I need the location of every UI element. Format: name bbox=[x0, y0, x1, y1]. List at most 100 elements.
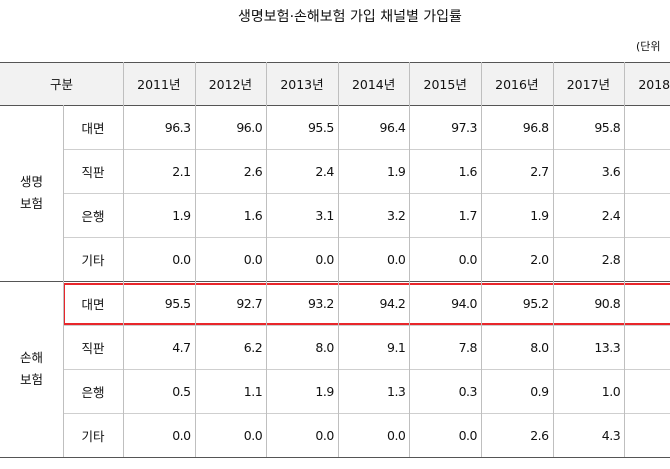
row-label: 직판 bbox=[81, 164, 105, 180]
cell-value: 2.8 bbox=[601, 251, 621, 267]
cell-value: 1.9 bbox=[530, 207, 549, 223]
cell-value: 97.3 bbox=[451, 119, 477, 135]
cell-value: 3.2 bbox=[387, 207, 406, 223]
row-label: 대면 bbox=[81, 296, 105, 312]
cell-value: 9.1 bbox=[387, 339, 406, 355]
rule bbox=[552, 62, 554, 457]
header-cell: 2011년 bbox=[123, 62, 195, 105]
rule bbox=[409, 62, 411, 457]
rule bbox=[63, 105, 64, 457]
row-label: 은행 bbox=[81, 208, 105, 224]
rule bbox=[63, 237, 670, 238]
cell-value: 90.8 bbox=[594, 295, 621, 311]
cell-value: 95.5 bbox=[164, 295, 191, 311]
header-cell: 2012년 bbox=[194, 62, 267, 105]
rule bbox=[337, 62, 339, 457]
cell-value: 94.2 bbox=[379, 295, 406, 311]
cell-value: 2.4 bbox=[601, 207, 621, 223]
row-label: 대면 bbox=[81, 120, 105, 136]
rule bbox=[0, 62, 670, 63]
cell-value: 96.8 bbox=[522, 119, 549, 135]
cell-value: 2.1 bbox=[172, 163, 191, 179]
cell-value: 0.0 bbox=[243, 251, 263, 267]
rule bbox=[194, 62, 196, 457]
header-cell: 2018년 bbox=[624, 62, 670, 105]
rule bbox=[481, 62, 482, 457]
group-label-line: 생명 bbox=[19, 174, 43, 189]
row-label: 기타 bbox=[81, 428, 105, 444]
cell-value: 8.0 bbox=[315, 339, 334, 355]
group-label-line: 보험 bbox=[19, 196, 43, 211]
cell-value: 1.9 bbox=[172, 207, 191, 223]
rule bbox=[624, 62, 626, 457]
cell-value: 8.0 bbox=[530, 339, 549, 355]
rule bbox=[63, 149, 670, 150]
rule bbox=[63, 413, 670, 414]
cell-value: 1.6 bbox=[243, 207, 263, 223]
group-label-line: 손해 bbox=[19, 350, 43, 365]
header-cell: 2014년 bbox=[337, 62, 410, 105]
rule bbox=[0, 281, 670, 282]
cell-value: 95.8 bbox=[594, 119, 621, 135]
cell-value: 0.0 bbox=[315, 251, 334, 267]
rule bbox=[0, 457, 670, 458]
header-cell: 구분 bbox=[0, 62, 123, 105]
cell-value: 96.0 bbox=[236, 119, 263, 135]
cell-value: 0.0 bbox=[387, 427, 406, 443]
cell-value: 1.1 bbox=[243, 383, 263, 399]
rule bbox=[63, 193, 670, 194]
cell-value: 2.7 bbox=[530, 163, 549, 179]
cell-value: 1.9 bbox=[315, 383, 334, 399]
cell-value: 2.6 bbox=[243, 163, 263, 179]
cell-value: 1.6 bbox=[458, 163, 478, 179]
cell-value: 0.0 bbox=[172, 251, 191, 267]
cell-value: 1.9 bbox=[387, 163, 406, 179]
cell-value: 0.3 bbox=[458, 383, 478, 399]
header-cell: 2017년 bbox=[552, 62, 625, 105]
cell-value: 0.0 bbox=[172, 427, 191, 443]
cell-value: 92.7 bbox=[236, 295, 263, 311]
cell-value: 0.9 bbox=[530, 383, 549, 399]
cell-value: 2.6 bbox=[530, 427, 549, 443]
cell-value: 95.5 bbox=[307, 119, 334, 135]
group-label-line: 보험 bbox=[19, 372, 43, 387]
cell-value: 95.2 bbox=[522, 295, 549, 311]
rule bbox=[123, 62, 124, 457]
cell-value: 96.4 bbox=[379, 119, 406, 135]
cell-value: 2.4 bbox=[315, 163, 334, 179]
cell-value: 0.0 bbox=[387, 251, 406, 267]
cell-value: 0.0 bbox=[243, 427, 263, 443]
row-label: 은행 bbox=[81, 384, 105, 400]
cell-value: 7.8 bbox=[458, 339, 478, 355]
rule bbox=[266, 62, 268, 457]
rule bbox=[63, 325, 670, 326]
highlight-box bbox=[63, 283, 670, 325]
cell-value: 2.0 bbox=[530, 251, 549, 267]
cell-value: 3.6 bbox=[601, 163, 621, 179]
cell-value: 96.3 bbox=[164, 119, 191, 135]
cell-value: 13.3 bbox=[594, 339, 621, 355]
header-cell: 2015년 bbox=[409, 62, 481, 105]
unit-note: (단위 bbox=[636, 40, 661, 53]
cell-value: 0.0 bbox=[458, 251, 478, 267]
cell-value: 1.0 bbox=[601, 383, 621, 399]
rule bbox=[63, 369, 670, 370]
cell-value: 0.5 bbox=[172, 383, 191, 399]
title: 생명보험·손해보험 가입 채널별 가입률 bbox=[238, 9, 462, 25]
cell-value: 1.3 bbox=[387, 383, 406, 399]
header-cell: 2016년 bbox=[481, 62, 553, 105]
row-label: 직판 bbox=[81, 340, 105, 356]
cell-value: 0.0 bbox=[315, 427, 334, 443]
row-label: 기타 bbox=[81, 252, 105, 268]
cell-value: 4.7 bbox=[172, 339, 191, 355]
cell-value: 4.3 bbox=[601, 427, 621, 443]
cell-value: 94.0 bbox=[451, 295, 477, 311]
cell-value: 6.2 bbox=[243, 339, 263, 355]
cell-value: 3.1 bbox=[315, 207, 334, 223]
rule bbox=[0, 105, 670, 106]
cell-value: 93.2 bbox=[307, 295, 334, 311]
